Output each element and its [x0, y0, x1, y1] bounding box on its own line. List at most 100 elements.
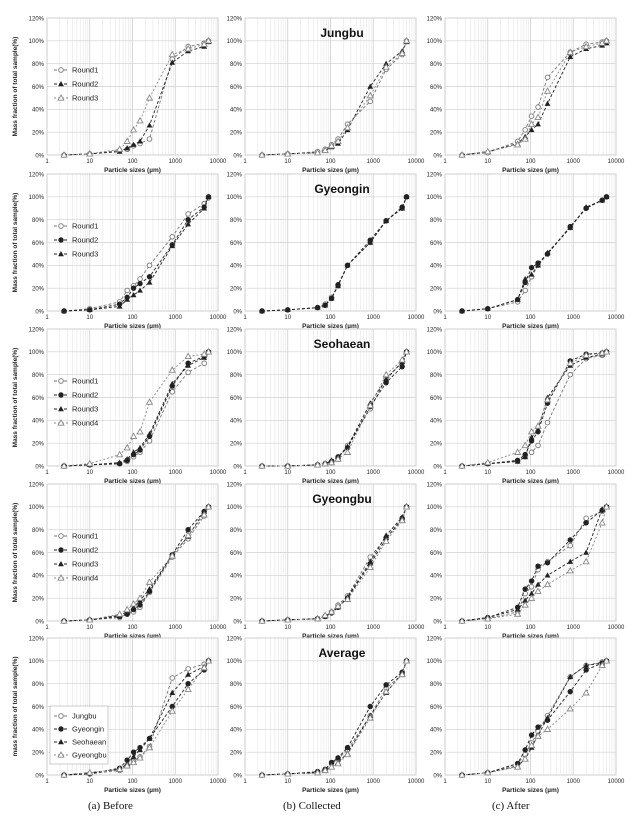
data-point [567, 558, 574, 564]
panel-r1-c2: 0%20%40%60%80%100%120%1 10 100 1000 10000Par… [427, 172, 625, 330]
data-point [527, 427, 536, 435]
data-point [403, 193, 410, 200]
legend-label: Round2 [72, 391, 98, 400]
data-point [136, 753, 144, 761]
series-line [461, 196, 607, 312]
data-point [116, 303, 123, 309]
legend-label: Round2 [72, 546, 98, 555]
data-point [583, 662, 590, 668]
data-point [484, 147, 492, 155]
y-tick-label: 80% [430, 218, 443, 224]
y-tick-label: 40% [430, 419, 443, 425]
x-tick-label: 1 [243, 159, 247, 165]
y-tick-label: 40% [430, 108, 443, 114]
data-point [543, 580, 552, 588]
y-tick-label: 120% [427, 636, 443, 642]
data-point [598, 518, 606, 526]
data-point [321, 766, 329, 774]
data-point [334, 137, 342, 144]
data-point [321, 459, 329, 467]
y-tick-label: 60% [430, 551, 443, 557]
y-tick-label: 20% [230, 750, 243, 756]
data-point [313, 614, 322, 622]
panel-r4-c2: 0% 20% 40% 60% 80% 100% 120% 1 10 100 1000 10000 Par… [427, 636, 625, 794]
x-tick-label: 100 [127, 625, 138, 631]
data-point [383, 217, 390, 224]
data-point [129, 125, 138, 133]
y-tick-label: 0% [35, 619, 44, 625]
y-tick-label: 100% [29, 505, 45, 511]
data-point [327, 141, 336, 149]
data-point [129, 758, 138, 766]
data-point [566, 48, 574, 55]
y-tick-label: 80% [430, 373, 443, 379]
data-point [544, 572, 551, 578]
data-point [402, 656, 411, 664]
y-tick-label: 20% [32, 750, 45, 756]
legend-label: Round1 [72, 66, 98, 75]
x-tick-label: 1 [45, 625, 49, 631]
data-point [130, 285, 137, 291]
data-point [169, 234, 175, 240]
data-point [527, 741, 536, 748]
y-tick-label: 40% [32, 419, 45, 425]
x-tick-label: 1000 [169, 625, 183, 631]
x-tick-label: 10000 [408, 159, 425, 165]
data-point [136, 594, 144, 601]
data-point [398, 670, 406, 678]
data-point [534, 587, 542, 594]
data-point [514, 606, 521, 612]
data-point [513, 140, 522, 148]
data-point [201, 360, 207, 367]
legend-marker [57, 419, 65, 426]
data-point [535, 581, 541, 587]
panel-r1-c1: 0%20%40%60%80%100%120%1 10 100 1000 10000Gye… [227, 172, 425, 330]
x-axis-label: Particle sizes (µm) [502, 633, 559, 640]
data-point [321, 611, 329, 618]
y-tick-label: 0% [35, 773, 44, 779]
y-tick-label: 60% [430, 241, 443, 247]
data-point [528, 590, 535, 596]
x-tick-label: 100 [325, 779, 336, 785]
data-point [528, 271, 535, 277]
data-point [535, 262, 541, 268]
y-tick-label: 100% [427, 659, 443, 665]
data-point [124, 287, 130, 294]
y-tick-label: 60% [230, 85, 243, 91]
data-point [129, 599, 138, 607]
data-point [535, 442, 541, 449]
y-tick-label: 60% [230, 705, 243, 711]
data-point [514, 458, 521, 464]
data-point [582, 42, 590, 50]
x-tick-label: 1000 [169, 159, 183, 165]
data-point [204, 502, 213, 510]
data-point [567, 224, 574, 230]
legend-label: Round1 [72, 222, 98, 231]
data-point [366, 563, 374, 570]
y-tick-label: 80% [32, 682, 45, 688]
y-tick-label: 20% [32, 130, 45, 136]
y-tick-label: 0% [35, 464, 44, 470]
y-tick-label: 100% [427, 350, 443, 356]
x-tick-label: 10 [284, 315, 291, 321]
data-point [484, 768, 492, 776]
x-tick-label: 10000 [210, 779, 227, 785]
x-axis-label: Particle sizes (µm) [104, 323, 161, 330]
data-point [334, 602, 342, 609]
data-point [367, 239, 374, 245]
legend-label: Round1 [72, 377, 98, 386]
legend-marker [58, 561, 64, 567]
x-tick-label: 1 [243, 470, 247, 476]
data-point [322, 302, 329, 308]
data-point [366, 401, 374, 409]
data-point [115, 765, 124, 772]
y-tick-label: 100% [227, 39, 243, 45]
data-point [169, 380, 176, 386]
data-point [169, 59, 176, 65]
data-point [544, 714, 551, 721]
data-point [313, 148, 322, 156]
data-point [535, 104, 541, 110]
y-tick-label: 0% [233, 153, 242, 159]
data-point [566, 566, 574, 574]
data-point [521, 755, 529, 762]
